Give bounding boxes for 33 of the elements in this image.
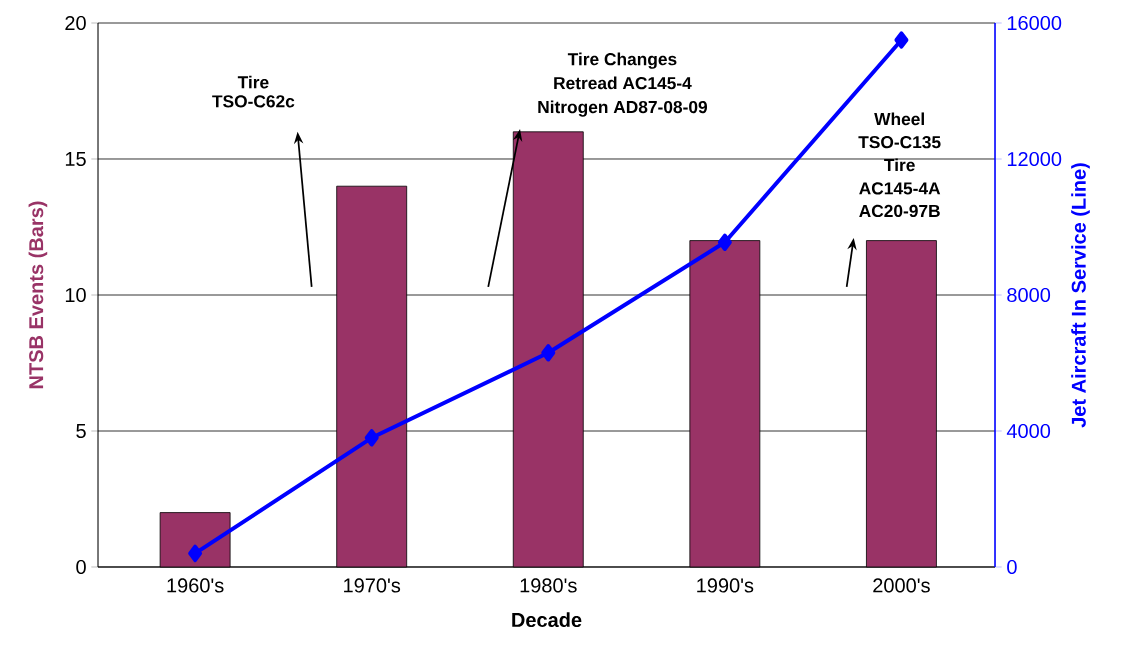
annotation: Wheel (874, 112, 924, 126)
point (364, 429, 379, 447)
y-tick-label: 10 (65, 287, 86, 303)
x-tick-label: 1960's (167, 578, 224, 593)
annotation: Retread AC145-4 (554, 76, 692, 90)
y-tick-label: 20 (65, 15, 86, 31)
annotation: TSO-C62c (212, 95, 295, 108)
y-tick-label: 0 (76, 559, 86, 575)
x-tick-label: 1990's (697, 578, 754, 593)
point (717, 233, 732, 251)
annotation: Tire Changes (567, 52, 677, 69)
annotation: Nitrogen AD87-08-09 (538, 100, 707, 117)
y2-tick-label: 12000 (1007, 151, 1062, 167)
annotation: AC145-4A (859, 182, 941, 195)
annotation: Tire (237, 75, 269, 89)
annotation: Tire (884, 158, 915, 172)
y2-tick-label: 16000 (1007, 15, 1062, 31)
annotation: AC20-97B (859, 204, 940, 218)
y-tick-label: 15 (65, 152, 86, 166)
x-tick-label: 2000's (873, 578, 930, 593)
y-axis-title: NTSB Events (Bars) (28, 201, 48, 389)
point (541, 344, 556, 362)
y2-axis-title: Jet Aircraft In Service (Line) (1071, 163, 1090, 428)
x-axis-title: Decade (512, 612, 582, 628)
point (894, 31, 909, 49)
y2-tick-label: 8000 (1007, 287, 1051, 303)
y-tick-label: 5 (76, 424, 86, 438)
y2-tick-label: 0 (1007, 559, 1017, 575)
annotation: TSO-C135 (858, 136, 941, 149)
point (188, 544, 203, 563)
y2-tick-label: 4000 (1006, 423, 1051, 439)
x-tick-label: 1970's (344, 578, 401, 593)
x-tick-label: 1980's (520, 578, 577, 593)
